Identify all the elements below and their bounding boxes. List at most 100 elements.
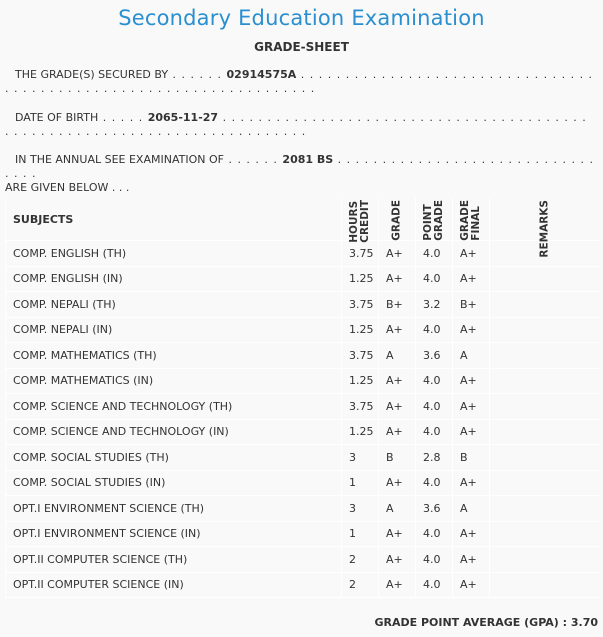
final-grade-cell: A+	[452, 317, 490, 343]
subject-cell: OPT.I ENVIRONMENT SCIENCE (IN)	[5, 521, 342, 547]
header-final-grade: FINAL GRADE	[452, 198, 490, 241]
grade-sheet-heading: GRADE-SHEET	[254, 40, 349, 54]
credit-hours-cell: 3	[341, 444, 379, 471]
credit-hours-cell: 3.75	[341, 240, 379, 267]
grade-cell: A+	[378, 368, 416, 394]
grade-cell: A+	[378, 266, 416, 292]
dob-lead-dots: . . . . .	[98, 111, 148, 124]
grade-point-cell: 3.6	[415, 495, 453, 522]
remarks-cell	[489, 546, 600, 573]
subject-cell: COMP. NEPALI (TH)	[5, 291, 342, 318]
grade-cell: A	[378, 342, 416, 369]
table-row: COMP. SOCIAL STUDIES (TH) 3 B 2.8 B	[5, 444, 600, 471]
remarks-cell	[489, 291, 600, 318]
secured-by-trail-dots: . . . . . . . . . . . . . . . . . . . . …	[5, 68, 594, 95]
grade-point-cell: 4.0	[415, 419, 453, 445]
grade-point-cell: 4.0	[415, 266, 453, 292]
grade-point-cell: 4.0	[415, 470, 453, 496]
table-row: COMP. NEPALI (TH) 3.75 B+ 3.2 B+	[5, 291, 600, 318]
subject-cell: COMP. SOCIAL STUDIES (TH)	[5, 444, 342, 471]
remarks-cell	[489, 240, 600, 267]
exam-tail: ARE GIVEN BELOW . . .	[5, 181, 130, 194]
exam-label: IN THE ANNUAL SEE EXAMINATION OF	[15, 153, 224, 166]
grade-cell: A+	[378, 470, 416, 496]
credit-hours-cell: 1	[341, 470, 379, 496]
dob-line: DATE OF BIRTH . . . . . 2065-11-27 . . .…	[5, 111, 595, 139]
grade-cell: A+	[378, 572, 416, 598]
grades-table: SUBJECTS CREDIT HOURS GRADE GRADE POINT FI…	[5, 198, 600, 598]
symbol-number: 02914575A	[226, 68, 297, 81]
grade-point-cell: 4.0	[415, 393, 453, 420]
subject-cell: COMP. SCIENCE AND TECHNOLOGY (TH)	[5, 393, 342, 420]
table-row: OPT.I ENVIRONMENT SCIENCE (TH) 3 A 3.6 A	[5, 495, 600, 522]
final-grade-cell: A+	[452, 419, 490, 445]
final-grade-cell: B	[452, 444, 490, 471]
remarks-cell	[489, 470, 600, 496]
grade-point-cell: 4.0	[415, 368, 453, 394]
exam-line: IN THE ANNUAL SEE EXAMINATION OF . . . .…	[5, 153, 595, 195]
table-row: COMP. SOCIAL STUDIES (IN) 1 A+ 4.0 A+	[5, 470, 600, 496]
header-grade: GRADE	[378, 198, 416, 241]
credit-hours-cell: 1.25	[341, 266, 379, 292]
remarks-cell	[489, 317, 600, 343]
header-credit-hours: CREDIT HOURS	[341, 198, 379, 243]
table-row: COMP. MATHEMATICS (IN) 1.25 A+ 4.0 A+	[5, 368, 600, 394]
credit-hours-cell: 1.25	[341, 419, 379, 445]
grade-cell: A	[378, 495, 416, 522]
grade-point-cell: 4.0	[415, 521, 453, 547]
gpa-value: 3.70	[570, 616, 598, 629]
final-grade-cell: A	[452, 342, 490, 369]
exam-trail-dots: . . . . . . . . . . . . . . . . . . . . …	[5, 153, 594, 180]
remarks-cell	[489, 368, 600, 394]
exam-lead-dots: . . . . . .	[223, 153, 283, 166]
table-row: OPT.II COMPUTER SCIENCE (TH) 2 A+ 4.0 A+	[5, 546, 600, 573]
table-row: COMP. NEPALI (IN) 1.25 A+ 4.0 A+	[5, 317, 600, 343]
secured-by-lead-dots: . . . . . .	[168, 68, 227, 81]
credit-hours-cell: 2	[341, 546, 379, 573]
exam-year: 2081 BS	[282, 153, 334, 166]
credit-hours-cell: 3	[341, 495, 379, 522]
grade-cell: B	[378, 444, 416, 471]
remarks-cell	[489, 393, 600, 420]
grade-point-cell: 3.2	[415, 291, 453, 318]
final-grade-cell: A+	[452, 546, 490, 573]
subject-cell: COMP. SCIENCE AND TECHNOLOGY (IN)	[5, 419, 342, 445]
final-grade-cell: A	[452, 495, 490, 522]
dob-label: DATE OF BIRTH	[15, 111, 99, 124]
credit-hours-cell: 3.75	[341, 393, 379, 420]
final-grade-cell: A+	[452, 572, 490, 598]
secured-by-line: THE GRADE(S) SECURED BY . . . . . . 0291…	[5, 68, 595, 96]
remarks-cell	[489, 521, 600, 547]
grade-point-cell: 3.6	[415, 342, 453, 369]
table-row: COMP. SCIENCE AND TECHNOLOGY (IN) 1.25 A+ 4…	[5, 419, 600, 445]
dob-trail-dots: . . . . . . . . . . . . . . . . . . . . …	[5, 111, 587, 138]
grade-point-cell: 4.0	[415, 546, 453, 573]
table-row: COMP. MATHEMATICS (TH) 3.75 A 3.6 A	[5, 342, 600, 369]
grade-point-cell: 2.8	[415, 444, 453, 471]
subject-cell: COMP. ENGLISH (IN)	[5, 266, 342, 292]
subject-cell: COMP. ENGLISH (TH)	[5, 240, 342, 267]
header-remarks: REMARKS	[489, 198, 600, 258]
grade-cell: B+	[378, 291, 416, 318]
grade-cell: A+	[378, 546, 416, 573]
subject-cell: COMP. MATHEMATICS (TH)	[5, 342, 342, 369]
gpa-label: GRADE POINT AVERAGE (GPA) :	[374, 616, 568, 629]
grade-point-cell: 4.0	[415, 240, 453, 267]
header-grade-point: GRADE POINT	[415, 198, 453, 241]
grade-point-cell: 4.0	[415, 572, 453, 598]
final-grade-cell: A+	[452, 470, 490, 496]
subject-cell: OPT.I ENVIRONMENT SCIENCE (TH)	[5, 495, 342, 522]
final-grade-cell: A+	[452, 521, 490, 547]
table-row: OPT.I ENVIRONMENT SCIENCE (IN) 1 A+ 4.0 A+	[5, 521, 600, 547]
table-row: OPT.II COMPUTER SCIENCE (IN) 2 A+ 4.0 A+	[5, 572, 600, 598]
subject-cell: COMP. NEPALI (IN)	[5, 317, 342, 343]
table-row: COMP. SCIENCE AND TECHNOLOGY (TH) 3.75 A+ 4…	[5, 393, 600, 420]
final-grade-cell: A+	[452, 393, 490, 420]
subject-cell: COMP. MATHEMATICS (IN)	[5, 368, 342, 394]
table-row: COMP. ENGLISH (IN) 1.25 A+ 4.0 A+	[5, 266, 600, 292]
table-header-row: SUBJECTS CREDIT HOURS GRADE GRADE POINT FI…	[5, 198, 600, 258]
remarks-cell	[489, 572, 600, 598]
secured-by-label: THE GRADE(S) SECURED BY	[15, 68, 169, 81]
grade-cell: A+	[378, 521, 416, 547]
remarks-cell	[489, 342, 600, 369]
